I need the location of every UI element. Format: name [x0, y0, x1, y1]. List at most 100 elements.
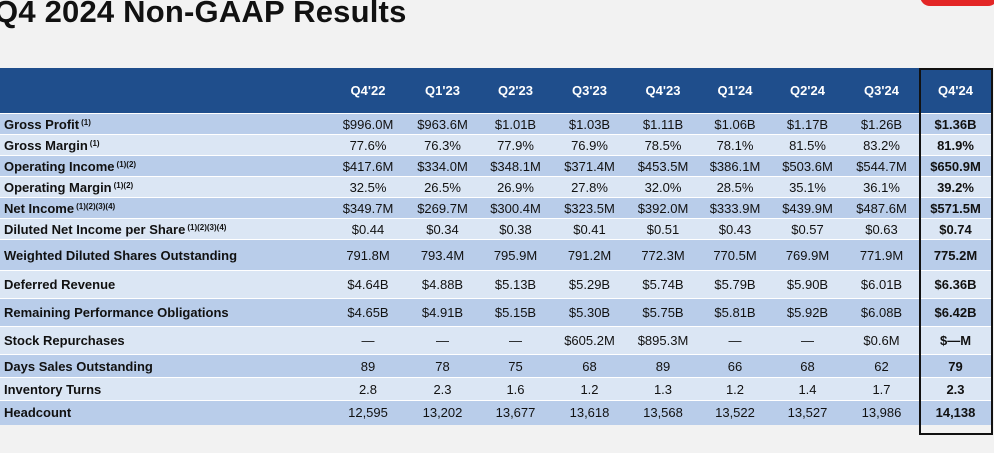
column-header: Q4'23	[627, 68, 699, 114]
row-label-cell: Diluted Net Income per Share (1)(2)(3)(4)	[0, 218, 330, 240]
value-cell: $1.01B	[479, 113, 552, 135]
table-row: Diluted Net Income per Share (1)(2)(3)(4)…	[0, 218, 992, 240]
value-cell: 793.4M	[406, 239, 479, 271]
value-cell: $348.1M	[479, 155, 552, 177]
value-cell: 32.0%	[627, 176, 699, 198]
value-cell: 1.2	[552, 377, 627, 401]
row-label: Days Sales Outstanding	[4, 358, 153, 374]
value-cell: 770.5M	[699, 239, 771, 271]
value-cell: —	[406, 326, 479, 355]
value-cell: 78	[406, 354, 479, 378]
value-cell: $1.03B	[552, 113, 627, 135]
value-cell: —	[771, 326, 844, 355]
value-cell: $4.91B	[406, 298, 479, 327]
row-label-cell: Days Sales Outstanding	[0, 354, 330, 378]
table-row: Headcount 12,595 13,202 13,677 13,618 13,568 1…	[0, 400, 992, 425]
table-row: Remaining Performance Obligations $4.65B $…	[0, 298, 992, 327]
value-cell: 79	[919, 354, 992, 378]
value-cell: $963.6M	[406, 113, 479, 135]
value-cell: $6.08B	[844, 298, 919, 327]
value-cell: $0.51	[627, 218, 699, 240]
value-cell: $4.64B	[330, 270, 406, 299]
footnote-marker: (1)(2)	[116, 159, 137, 169]
value-cell: —	[330, 326, 406, 355]
row-label: Weighted Diluted Shares Outstanding	[4, 247, 238, 263]
value-cell: 81.5%	[771, 134, 844, 156]
value-cell: $4.88B	[406, 270, 479, 299]
value-cell: $300.4M	[479, 197, 552, 219]
value-cell: $4.65B	[330, 298, 406, 327]
row-label-cell: Gross Margin (1)	[0, 134, 330, 156]
value-cell: $895.3M	[627, 326, 699, 355]
value-cell: 791.2M	[552, 239, 627, 271]
row-label-cell: Remaining Performance Obligations	[0, 298, 330, 327]
column-header: Q2'23	[479, 68, 552, 114]
value-cell: $386.1M	[699, 155, 771, 177]
value-cell: $5.92B	[771, 298, 844, 327]
row-label-cell: Stock Repurchases	[0, 326, 330, 355]
footnote-marker: (1)	[89, 138, 100, 148]
value-cell: 1.3	[627, 377, 699, 401]
value-cell: $5.81B	[699, 298, 771, 327]
value-cell: $5.29B	[552, 270, 627, 299]
value-cell: 76.3%	[406, 134, 479, 156]
value-cell: $334.0M	[406, 155, 479, 177]
value-cell: $323.5M	[552, 197, 627, 219]
row-label: Inventory Turns	[4, 381, 102, 397]
value-cell: $269.7M	[406, 197, 479, 219]
row-label: Operating Margin	[4, 179, 112, 195]
value-cell: 28.5%	[699, 176, 771, 198]
value-cell: 78.1%	[699, 134, 771, 156]
value-cell: $0.57	[771, 218, 844, 240]
value-cell: $503.6M	[771, 155, 844, 177]
value-cell: $5.74B	[627, 270, 699, 299]
value-cell: $996.0M	[330, 113, 406, 135]
value-cell: $1.11B	[627, 113, 699, 135]
column-header: Q1'24	[699, 68, 771, 114]
value-cell: $5.13B	[479, 270, 552, 299]
value-cell: $6.42B	[919, 298, 992, 327]
value-cell: 2.3	[919, 377, 992, 401]
table-row: Deferred Revenue $4.64B $4.88B $5.13B $5.29B…	[0, 270, 992, 299]
value-cell: 12,595	[330, 400, 406, 425]
value-cell: 13,527	[771, 400, 844, 425]
table-row: Weighted Diluted Shares Outstanding 791.8…	[0, 239, 992, 271]
column-header: Q1'23	[406, 68, 479, 114]
row-label-cell: Net Income (1)(2)(3)(4)	[0, 197, 330, 219]
row-label-cell: Deferred Revenue	[0, 270, 330, 299]
value-cell: 13,677	[479, 400, 552, 425]
value-cell: 769.9M	[771, 239, 844, 271]
column-header: Q3'23	[552, 68, 627, 114]
value-cell: 77.9%	[479, 134, 552, 156]
row-label: Gross Profit	[4, 116, 80, 132]
value-cell: 14,138	[919, 400, 992, 425]
value-cell: $0.41	[552, 218, 627, 240]
value-cell: 27.8%	[552, 176, 627, 198]
value-cell: 2.8	[330, 377, 406, 401]
value-cell: 81.9%	[919, 134, 992, 156]
value-cell: 35.1%	[771, 176, 844, 198]
value-cell: 13,986	[844, 400, 919, 425]
value-cell: $417.6M	[330, 155, 406, 177]
row-label-cell: Weighted Diluted Shares Outstanding	[0, 239, 330, 271]
value-cell: $6.36B	[919, 270, 992, 299]
value-cell: 77.6%	[330, 134, 406, 156]
row-label: Gross Margin	[4, 137, 88, 153]
page-title: Q4 2024 Non-GAAP Results	[0, 0, 407, 29]
table-row: Days Sales Outstanding 89 78 75 68 89 66 68 62 79	[0, 354, 992, 378]
value-cell: —	[479, 326, 552, 355]
value-cell: $0.6M	[844, 326, 919, 355]
row-label: Net Income	[4, 200, 75, 216]
value-cell: $544.7M	[844, 155, 919, 177]
value-cell: 775.2M	[919, 239, 992, 271]
value-cell: $0.63	[844, 218, 919, 240]
value-cell: 62	[844, 354, 919, 378]
table-row: Stock Repurchases — — — $605.2M $895.3M — — $0.6…	[0, 326, 992, 355]
row-label: Stock Repurchases	[4, 333, 125, 348]
brand-accent-tab	[920, 0, 994, 6]
table-row: Net Income (1)(2)(3)(4) $349.7M $269.7M $300…	[0, 197, 992, 219]
row-label-cell: Operating Margin (1)(2)	[0, 176, 330, 198]
value-cell: $0.43	[699, 218, 771, 240]
row-label: Deferred Revenue	[4, 277, 116, 292]
value-cell: 89	[330, 354, 406, 378]
